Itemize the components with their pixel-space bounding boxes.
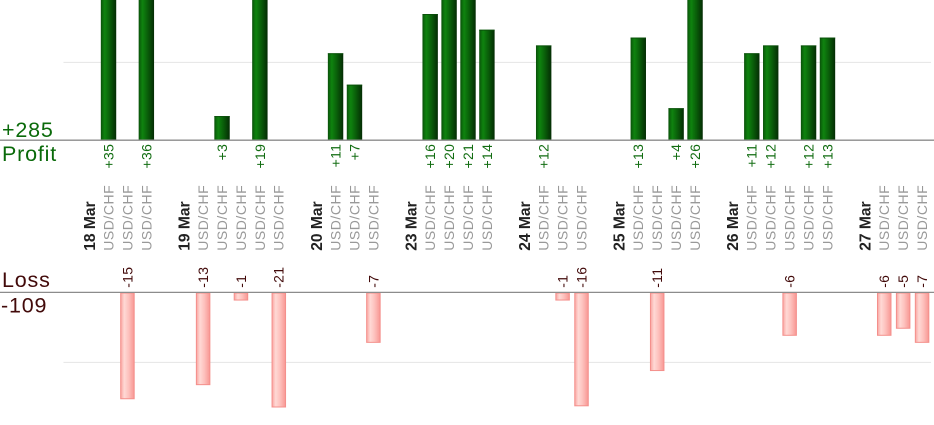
- svg-text:-6: -6: [876, 275, 892, 288]
- svg-text:+13: +13: [819, 144, 835, 169]
- svg-text:+21: +21: [460, 144, 476, 169]
- svg-text:USD/CHF: USD/CHF: [441, 185, 457, 251]
- svg-text:Profit: Profit: [2, 142, 57, 166]
- svg-text:USD/CHF: USD/CHF: [687, 185, 703, 251]
- svg-text:USD/CHF: USD/CHF: [800, 185, 816, 251]
- svg-text:+14: +14: [479, 144, 495, 169]
- svg-text:USD/CHF: USD/CHF: [479, 185, 495, 251]
- svg-text:-6: -6: [782, 275, 798, 288]
- svg-text:24 Mar: 24 Mar: [517, 201, 534, 250]
- svg-text:USD/CHF: USD/CHF: [100, 185, 116, 251]
- svg-text:-7: -7: [914, 275, 930, 288]
- svg-text:+13: +13: [630, 144, 646, 169]
- svg-text:USD/CHF: USD/CHF: [668, 185, 684, 251]
- svg-text:+20: +20: [441, 144, 457, 169]
- svg-text:-15: -15: [119, 267, 135, 288]
- svg-text:+4: +4: [668, 144, 684, 161]
- svg-text:+35: +35: [100, 144, 116, 169]
- svg-text:USD/CHF: USD/CHF: [422, 185, 438, 251]
- svg-text:USD/CHF: USD/CHF: [327, 185, 343, 251]
- svg-text:-5: -5: [895, 275, 911, 288]
- svg-text:USD/CHF: USD/CHF: [744, 185, 760, 251]
- svg-text:USD/CHF: USD/CHF: [763, 185, 779, 251]
- svg-text:USD/CHF: USD/CHF: [914, 185, 930, 251]
- svg-text:USD/CHF: USD/CHF: [195, 185, 211, 251]
- svg-text:27 Mar: 27 Mar: [858, 201, 875, 250]
- svg-text:-109: -109: [1, 293, 47, 317]
- svg-text:USD/CHF: USD/CHF: [630, 185, 646, 251]
- svg-text:+12: +12: [800, 144, 816, 169]
- svg-text:+285: +285: [2, 118, 54, 142]
- svg-text:19 Mar: 19 Mar: [176, 201, 193, 250]
- svg-text:-13: -13: [195, 267, 211, 288]
- svg-text:+11: +11: [744, 144, 760, 168]
- svg-text:-7: -7: [365, 275, 381, 288]
- svg-text:+36: +36: [138, 144, 154, 169]
- svg-text:USD/CHF: USD/CHF: [460, 185, 476, 251]
- svg-text:USD/CHF: USD/CHF: [819, 185, 835, 251]
- svg-text:USD/CHF: USD/CHF: [119, 185, 135, 251]
- svg-text:20 Mar: 20 Mar: [309, 201, 326, 250]
- svg-text:USD/CHF: USD/CHF: [365, 185, 381, 251]
- svg-text:USD/CHF: USD/CHF: [233, 185, 249, 251]
- svg-text:+19: +19: [252, 144, 268, 169]
- svg-text:+7: +7: [346, 144, 362, 161]
- svg-text:USD/CHF: USD/CHF: [573, 185, 589, 251]
- svg-text:+12: +12: [763, 144, 779, 169]
- svg-text:+11: +11: [327, 144, 343, 168]
- svg-text:-16: -16: [573, 267, 589, 288]
- svg-text:+26: +26: [687, 144, 703, 169]
- svg-text:18 Mar: 18 Mar: [82, 201, 99, 250]
- svg-text:-21: -21: [271, 267, 287, 288]
- svg-text:USD/CHF: USD/CHF: [649, 185, 665, 251]
- svg-text:+16: +16: [422, 144, 438, 169]
- svg-text:23 Mar: 23 Mar: [403, 201, 420, 250]
- svg-text:26 Mar: 26 Mar: [725, 201, 742, 250]
- svg-text:25 Mar: 25 Mar: [612, 201, 629, 250]
- svg-text:USD/CHF: USD/CHF: [782, 185, 798, 251]
- svg-text:USD/CHF: USD/CHF: [138, 185, 154, 251]
- svg-text:Loss: Loss: [2, 268, 51, 292]
- svg-text:USD/CHF: USD/CHF: [555, 185, 571, 251]
- svg-text:-1: -1: [555, 275, 571, 288]
- svg-text:USD/CHF: USD/CHF: [252, 185, 268, 251]
- svg-text:USD/CHF: USD/CHF: [876, 185, 892, 251]
- svg-text:+3: +3: [214, 144, 230, 161]
- svg-text:-11: -11: [649, 268, 665, 288]
- svg-text:USD/CHF: USD/CHF: [536, 185, 552, 251]
- svg-text:USD/CHF: USD/CHF: [271, 185, 287, 251]
- svg-text:USD/CHF: USD/CHF: [346, 185, 362, 251]
- svg-text:USD/CHF: USD/CHF: [214, 185, 230, 251]
- svg-text:+12: +12: [536, 144, 552, 169]
- svg-text:USD/CHF: USD/CHF: [895, 185, 911, 251]
- svg-text:-1: -1: [233, 275, 249, 288]
